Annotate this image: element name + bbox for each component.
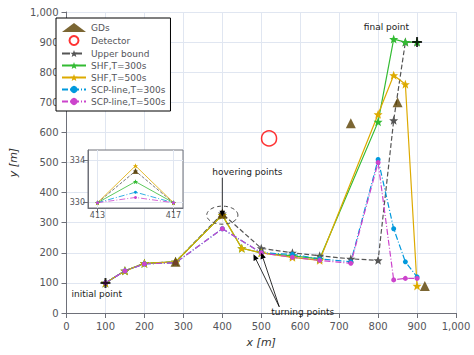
svg-text:800: 800 bbox=[369, 321, 388, 332]
svg-text:turning points: turning points bbox=[271, 307, 334, 317]
svg-text:SHF,T=500s: SHF,T=500s bbox=[91, 73, 147, 83]
svg-text:500: 500 bbox=[252, 321, 271, 332]
svg-text:1,000: 1,000 bbox=[442, 321, 471, 332]
svg-text:300: 300 bbox=[39, 217, 58, 228]
svg-text:334: 334 bbox=[70, 156, 85, 165]
svg-text:200: 200 bbox=[39, 247, 58, 258]
svg-text:500: 500 bbox=[39, 157, 58, 168]
svg-text:hovering points: hovering points bbox=[212, 167, 283, 177]
svg-text:SCP-line,T=300s: SCP-line,T=300s bbox=[91, 85, 166, 95]
svg-text:0: 0 bbox=[52, 308, 58, 319]
svg-text:200: 200 bbox=[135, 321, 154, 332]
svg-text:417: 417 bbox=[166, 211, 181, 220]
svg-text:final point: final point bbox=[364, 22, 410, 32]
svg-text:900: 900 bbox=[39, 36, 59, 48]
svg-text:100: 100 bbox=[39, 277, 58, 288]
svg-text:700: 700 bbox=[330, 321, 349, 332]
svg-text:0: 0 bbox=[63, 321, 69, 332]
svg-text:Detector: Detector bbox=[91, 36, 131, 46]
svg-text:initial point: initial point bbox=[71, 289, 122, 299]
svg-text:SHF,T=300s: SHF,T=300s bbox=[91, 61, 147, 71]
svg-text:600: 600 bbox=[39, 127, 58, 138]
svg-text:x [m]: x [m] bbox=[246, 336, 276, 349]
svg-text:Upper bound: Upper bound bbox=[91, 49, 149, 59]
svg-text:400: 400 bbox=[213, 321, 232, 332]
svg-text:100: 100 bbox=[96, 321, 115, 332]
svg-text:600: 600 bbox=[291, 321, 310, 332]
svg-text:900: 900 bbox=[408, 321, 427, 332]
svg-text:413: 413 bbox=[90, 211, 105, 220]
svg-text:400: 400 bbox=[39, 187, 58, 198]
svg-text:330: 330 bbox=[70, 198, 85, 207]
svg-text:y [m]: y [m] bbox=[7, 148, 20, 178]
svg-text:800: 800 bbox=[39, 66, 59, 78]
svg-text:1,000: 1,000 bbox=[30, 7, 59, 18]
svg-text:300: 300 bbox=[174, 321, 193, 332]
svg-text:GDs: GDs bbox=[91, 23, 110, 33]
svg-text:SCP-line,T=500s: SCP-line,T=500s bbox=[91, 97, 166, 107]
svg-text:700: 700 bbox=[39, 96, 59, 108]
